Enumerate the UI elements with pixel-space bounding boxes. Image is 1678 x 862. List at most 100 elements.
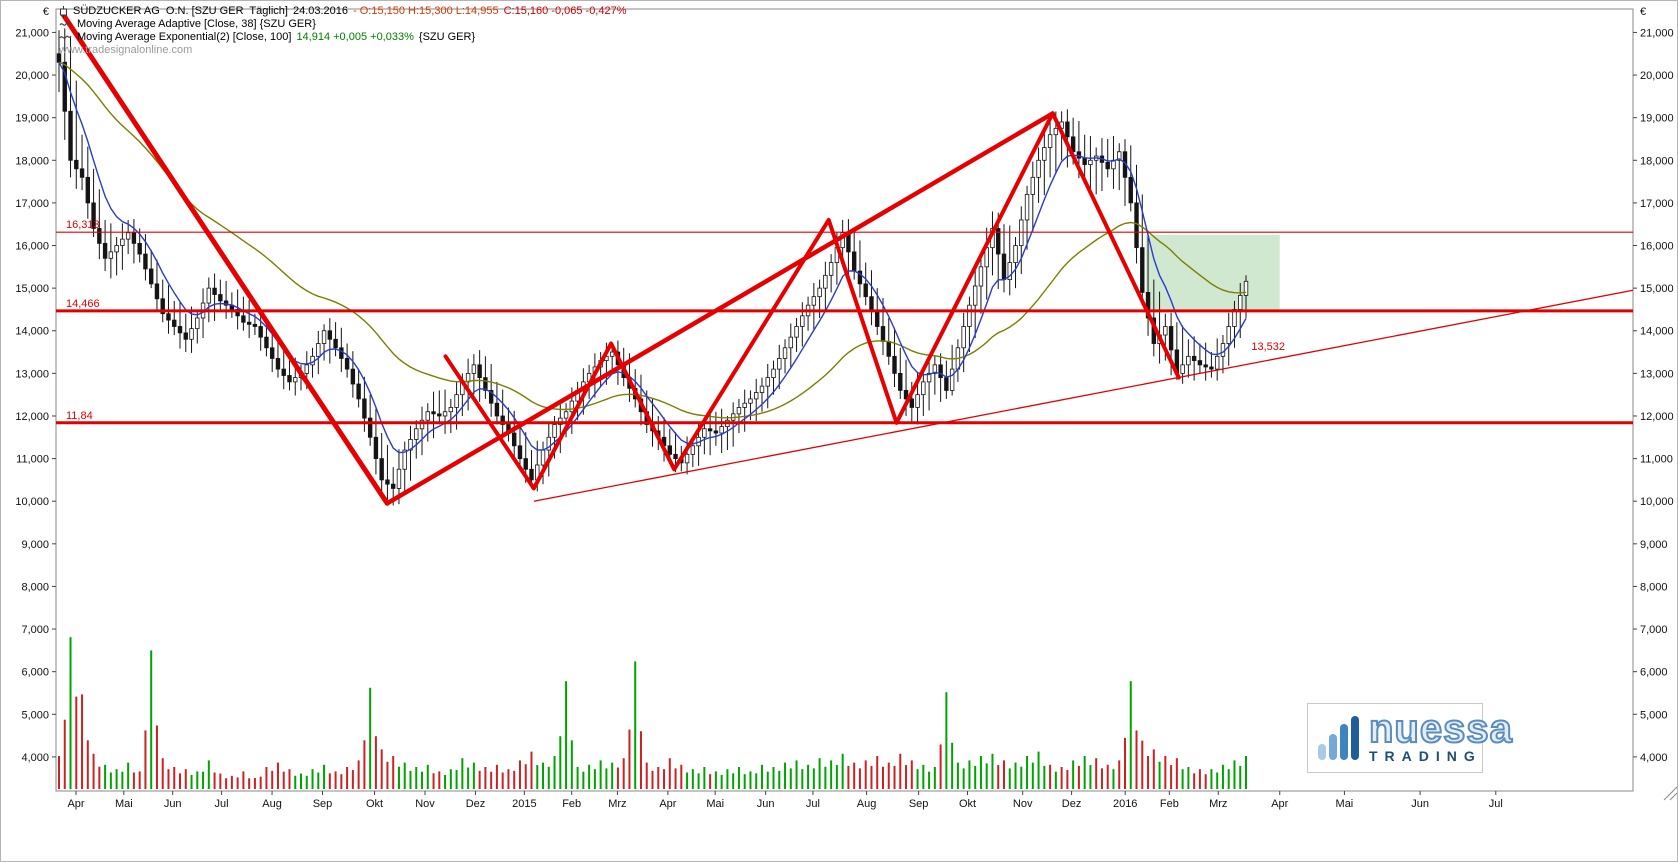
svg-text:6,000: 6,000 xyxy=(21,667,49,679)
svg-text:Mrz: Mrz xyxy=(608,798,626,810)
ma-exponential-value: 14,914 +0,005 +0,033% xyxy=(296,31,414,43)
svg-text:16,313: 16,313 xyxy=(66,219,100,231)
svg-text:Jul: Jul xyxy=(215,798,229,810)
y-axis: 4,000 4,000 5,000 5,000 6,000 6,000 7,000 7,000… xyxy=(15,6,1673,764)
svg-text:14,466: 14,466 xyxy=(66,298,100,310)
logo-subtitle: TRADING xyxy=(1369,747,1482,764)
svg-text:Jul: Jul xyxy=(806,798,820,810)
legend-ma-adaptive-row[interactable]: Moving Average Adaptive [Close, 38] {SZU… xyxy=(59,18,627,31)
legend-quote-row[interactable]: SÜDZUCKER AG O.N. [SZU GER Täglich] 24.0… xyxy=(59,5,627,18)
quote-ohl: - O:15,150 H:15,300 L:14,955 xyxy=(353,5,499,17)
svg-text:6,000: 6,000 xyxy=(1640,667,1668,679)
svg-text:14,000: 14,000 xyxy=(1640,326,1674,338)
svg-text:12,000: 12,000 xyxy=(15,411,49,423)
svg-text:€: € xyxy=(1640,6,1646,18)
ma-adaptive-label: Moving Average Adaptive [Close, 38] {SZU… xyxy=(77,18,316,30)
svg-text:12,000: 12,000 xyxy=(1640,411,1674,423)
svg-text:20,000: 20,000 xyxy=(15,70,49,82)
svg-text:Nov: Nov xyxy=(415,798,435,810)
svg-text:5,000: 5,000 xyxy=(1640,709,1668,721)
svg-text:Mai: Mai xyxy=(1336,798,1354,810)
svg-text:19,000: 19,000 xyxy=(1640,113,1674,125)
svg-text:Mai: Mai xyxy=(706,798,724,810)
svg-text:9,000: 9,000 xyxy=(21,539,49,551)
wave-line-icon xyxy=(59,33,72,42)
nuessa-logo: nuessa TRADING xyxy=(1307,703,1513,773)
svg-text:13,532: 13,532 xyxy=(1251,341,1285,353)
svg-text:15,000: 15,000 xyxy=(15,283,49,295)
svg-text:7,000: 7,000 xyxy=(1640,624,1668,636)
quote-close-change: C:15,160 -0,065 -0,427% xyxy=(503,5,627,17)
svg-text:16,000: 16,000 xyxy=(15,241,49,253)
svg-text:2016: 2016 xyxy=(1113,798,1137,810)
x-axis: Apr Mai Jun Jul Aug Sep Okt Nov Dez 2015 Feb Mrz Apr… xyxy=(67,791,1503,810)
svg-text:17,000: 17,000 xyxy=(15,198,49,210)
svg-text:Okt: Okt xyxy=(959,798,976,810)
bar-chart-icon xyxy=(1318,716,1359,760)
chart-legend: SÜDZUCKER AG O.N. [SZU GER Täglich] 24.0… xyxy=(59,5,627,57)
svg-text:21,000: 21,000 xyxy=(1640,27,1674,39)
svg-text:16,000: 16,000 xyxy=(1640,241,1674,253)
ma-exponential-label: Moving Average Exponential(2) [Close, 10… xyxy=(77,31,292,43)
svg-text:8,000: 8,000 xyxy=(21,581,49,593)
plot-frame xyxy=(55,8,1634,792)
svg-text:Jun: Jun xyxy=(164,798,182,810)
svg-text:Apr: Apr xyxy=(67,798,84,810)
ma-fast-line xyxy=(58,61,1247,454)
resize-handle-icon xyxy=(1663,786,1677,801)
svg-text:Feb: Feb xyxy=(1160,798,1179,810)
moving-average-lines xyxy=(58,61,1247,454)
zigzag-lines xyxy=(59,10,1181,506)
svg-text:Mai: Mai xyxy=(115,798,133,810)
svg-text:Nov: Nov xyxy=(1013,798,1033,810)
svg-text:10,000: 10,000 xyxy=(1640,496,1674,508)
trendline: 13,532 xyxy=(533,289,1634,502)
svg-text:11,000: 11,000 xyxy=(1640,454,1673,466)
quote-date: 24.03.2016 xyxy=(292,5,349,17)
wave-line-icon xyxy=(59,20,72,29)
svg-text:13,000: 13,000 xyxy=(15,368,49,380)
svg-text:Aug: Aug xyxy=(857,798,877,810)
svg-text:2015: 2015 xyxy=(512,798,536,810)
svg-text:Dez: Dez xyxy=(1062,798,1082,810)
svg-text:Sep: Sep xyxy=(313,798,333,810)
svg-text:Feb: Feb xyxy=(562,798,581,810)
svg-text:18,000: 18,000 xyxy=(15,155,49,167)
svg-text:Jun: Jun xyxy=(1411,798,1429,810)
svg-text:15,000: 15,000 xyxy=(1640,283,1674,295)
svg-text:5,000: 5,000 xyxy=(21,709,49,721)
svg-text:13,000: 13,000 xyxy=(1640,368,1674,380)
svg-text:19,000: 19,000 xyxy=(15,113,49,125)
svg-text:Mrz: Mrz xyxy=(1209,798,1227,810)
candles xyxy=(56,28,1249,506)
legend-ma-exponential-row[interactable]: Moving Average Exponential(2) [Close, 10… xyxy=(59,31,627,44)
svg-text:Aug: Aug xyxy=(262,798,282,810)
svg-text:8,000: 8,000 xyxy=(1640,581,1668,593)
svg-text:14,000: 14,000 xyxy=(15,326,49,338)
svg-text:Apr: Apr xyxy=(1271,798,1288,810)
svg-text:11,000: 11,000 xyxy=(16,454,49,466)
svg-text:17,000: 17,000 xyxy=(1640,198,1674,210)
svg-text:20,000: 20,000 xyxy=(1640,70,1674,82)
svg-text:4,000: 4,000 xyxy=(21,752,49,764)
svg-text:7,000: 7,000 xyxy=(21,624,49,636)
logo-name: nuessa xyxy=(1368,706,1513,751)
svg-text:Okt: Okt xyxy=(366,798,383,810)
svg-text:Sep: Sep xyxy=(909,798,929,810)
svg-text:9,000: 9,000 xyxy=(1640,539,1668,551)
svg-text:Dez: Dez xyxy=(466,798,486,810)
svg-text:€: € xyxy=(43,6,49,18)
svg-text:11,84: 11,84 xyxy=(66,410,93,422)
svg-text:10,000: 10,000 xyxy=(15,496,49,508)
volume-bars xyxy=(58,637,1248,789)
symbol-title: SÜDZUCKER AG O.N. [SZU GER Täglich] xyxy=(73,5,288,17)
svg-text:Jun: Jun xyxy=(757,798,775,810)
svg-text:Apr: Apr xyxy=(659,798,676,810)
svg-text:18,000: 18,000 xyxy=(1640,155,1674,167)
svg-text:21,000: 21,000 xyxy=(15,27,49,39)
watermark-row: www.tradesignalonline.com xyxy=(59,44,627,57)
ma-exponential-symbol: {SZU GER} xyxy=(418,31,476,43)
svg-text:Jul: Jul xyxy=(1489,798,1503,810)
